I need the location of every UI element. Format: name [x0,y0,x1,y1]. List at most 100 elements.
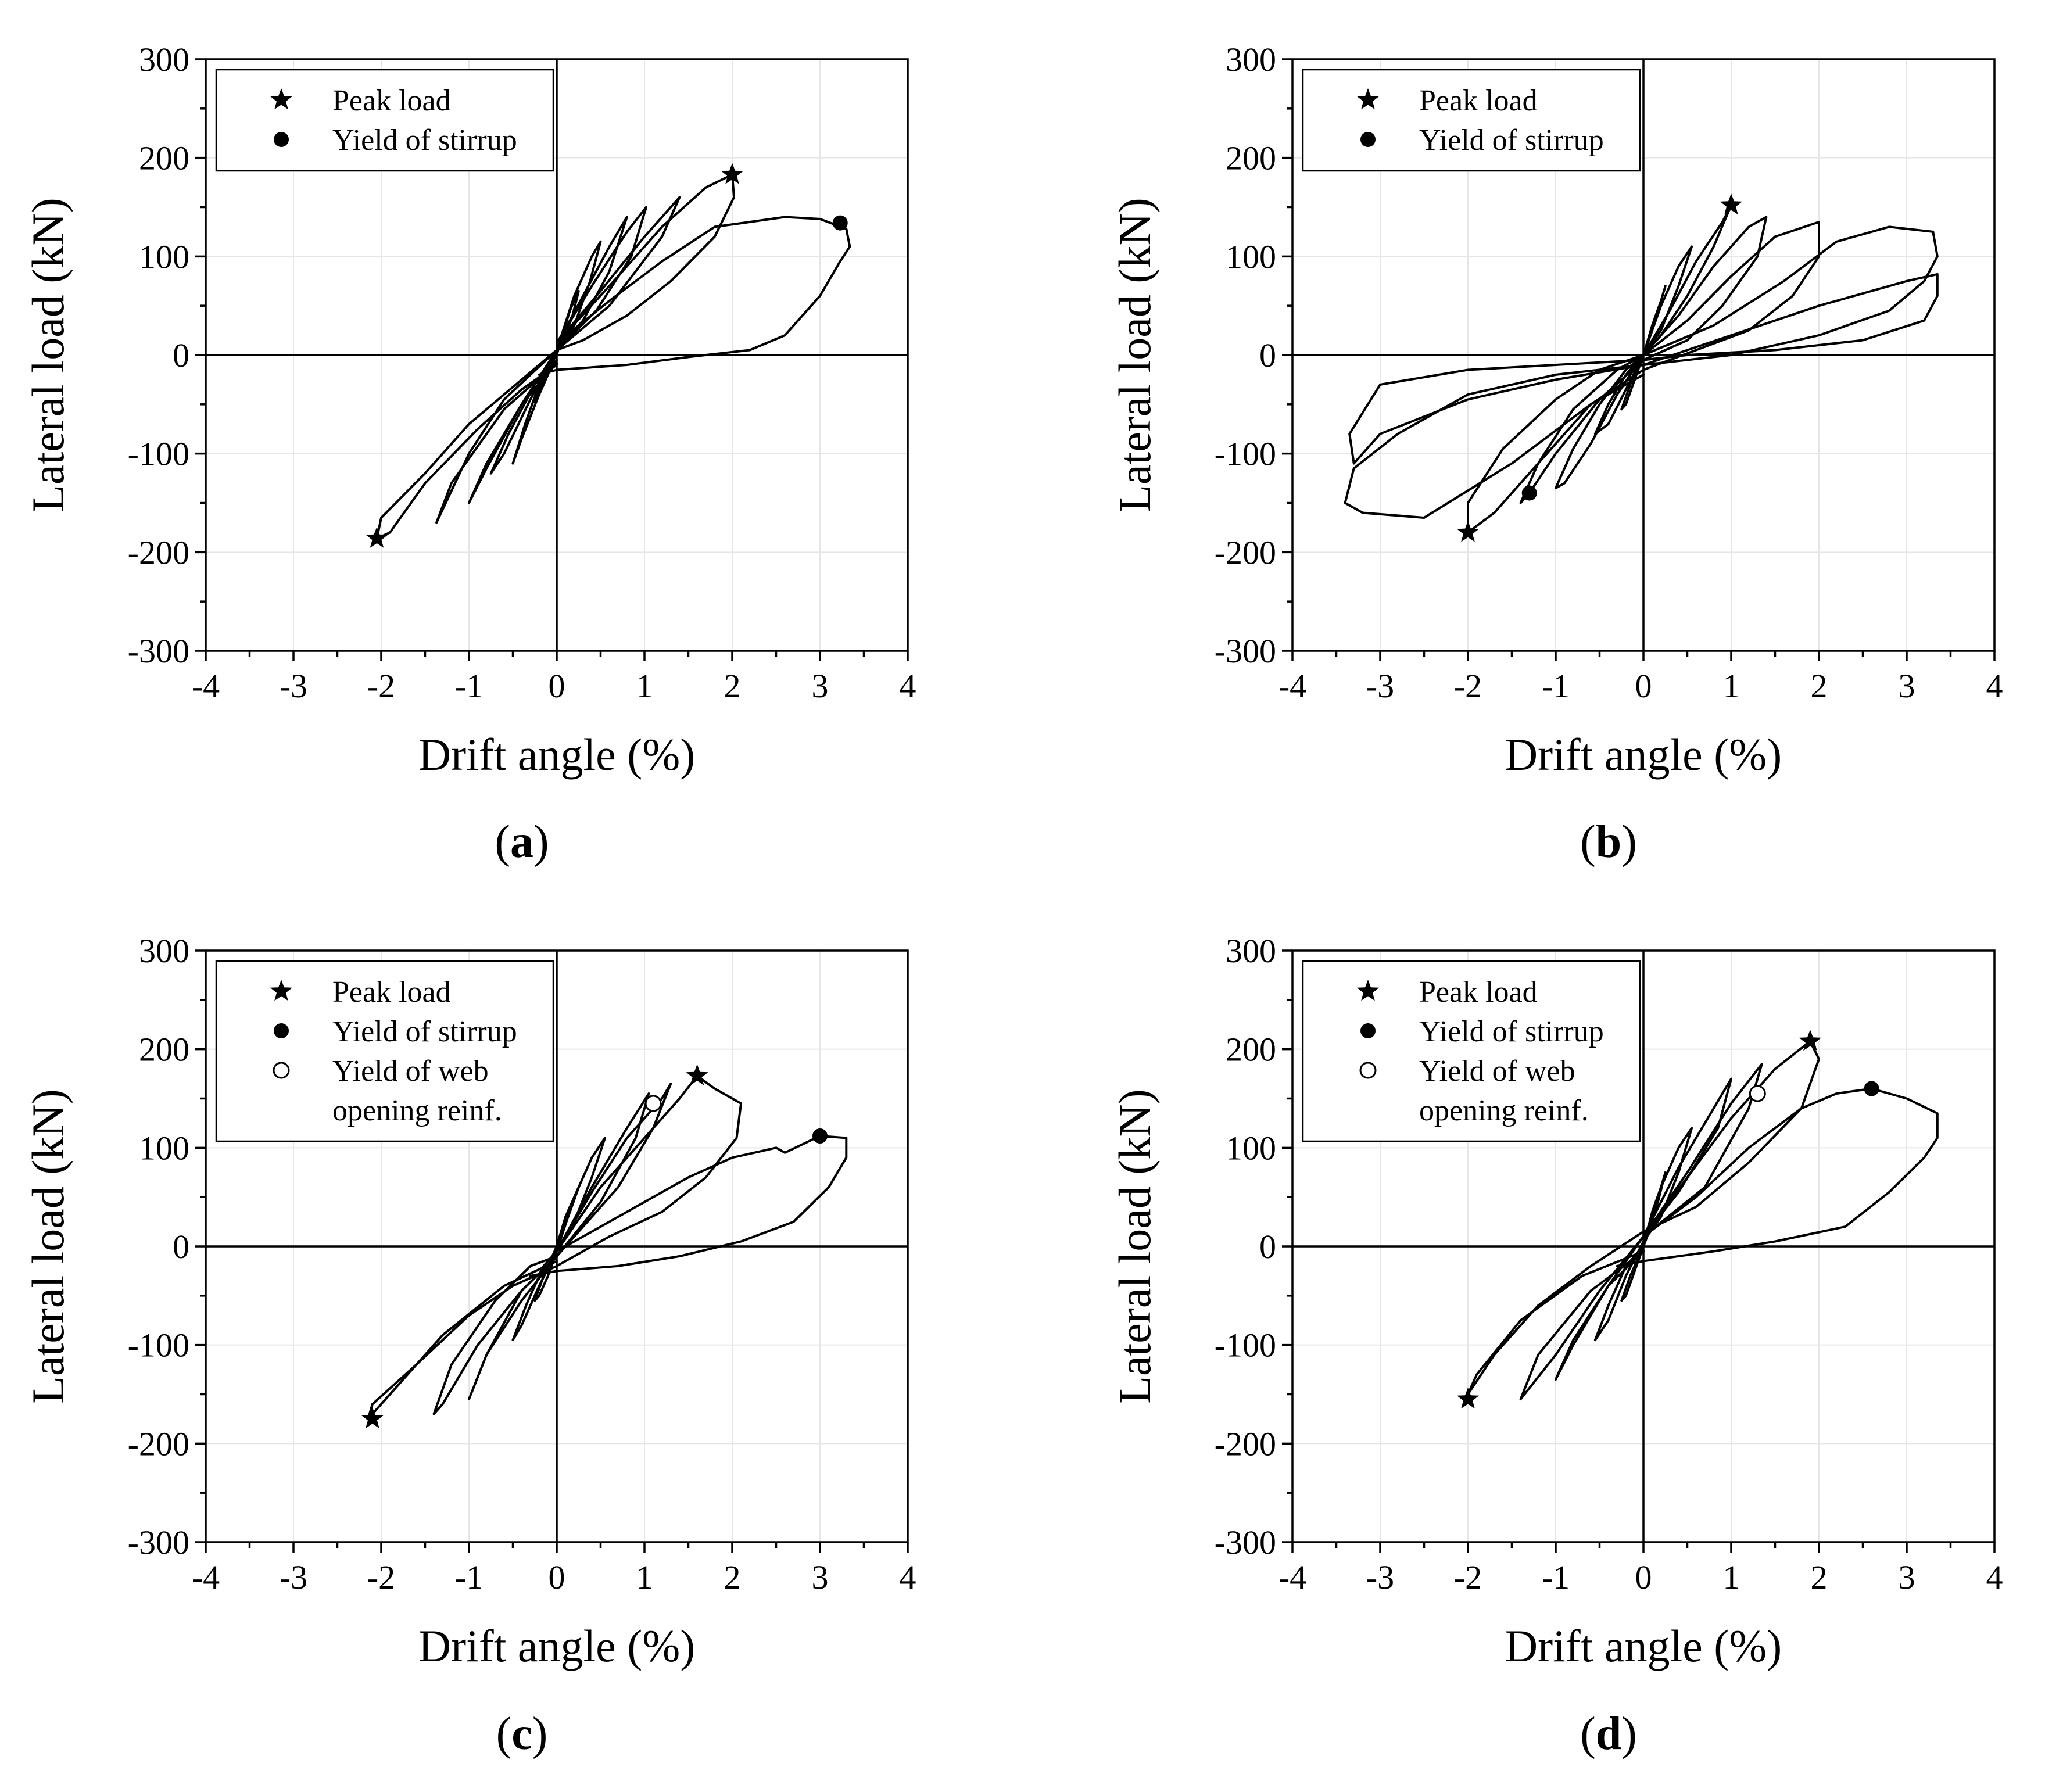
x-tick-label: 0 [1635,1558,1652,1596]
web-reinf-yield-marker [1749,1085,1766,1102]
series-line [1593,1127,1693,1342]
y-tick-label: -100 [1215,435,1276,473]
legend-label: Yield of stirrup [1419,1015,1604,1048]
y-tick-label: -100 [128,1327,189,1364]
peak-load-marker [366,526,388,548]
legend-label: Peak load [1419,84,1538,117]
x-tick-label: -2 [1454,1558,1482,1596]
y-tick-label: 300 [1226,41,1276,78]
legend-label: Peak load [1419,976,1538,1009]
legend-symbol [1357,980,1379,1001]
peak-load-marker [1799,1030,1821,1051]
y-tick-label: -300 [1215,1524,1276,1561]
peak-load-marker [361,1407,384,1429]
y-tick-label: 100 [1226,238,1276,275]
peak-load-marker [721,163,743,184]
x-tick-label: 1 [1723,1558,1740,1596]
chart-panel-a: -4 -3 -2 -1 0 1 2 3 4 -300 -200 -100 0 100 200 300 Drift… [23,41,916,868]
x-tick-label: 2 [1811,667,1828,705]
plot-frame [1291,58,1996,652]
y-tick-label: 300 [1226,932,1276,970]
legend-symbol [274,1023,289,1038]
x-tick-label: 4 [1986,1558,2003,1596]
legend-label: Yield of web [1419,1055,1575,1088]
x-tick-label: -3 [280,1558,307,1596]
series-line [538,216,851,376]
legend-label: Yield of web [332,1055,489,1088]
y-tick-label: -200 [1215,533,1276,571]
chart-panel-d: -4 -3 -2 -1 0 1 2 3 4 -300 -200 -100 0 100 200 300 Drift… [1109,932,2003,1759]
legend-symbol [1360,132,1376,147]
stirrup-yield-marker [832,215,848,231]
legend-label: opening reinf. [1419,1094,1589,1127]
y-tick-label: 200 [139,139,189,177]
x-tick-label: 4 [900,667,916,705]
y-tick-label: 300 [139,932,189,970]
series-line [367,1074,743,1420]
x-tick-label: 2 [1811,1558,1828,1596]
legend-label: opening reinf. [332,1094,502,1127]
x-tick-label: -3 [280,667,307,705]
legend-symbol [273,1062,290,1079]
legend-symbol [1359,1062,1377,1079]
legend-box [215,960,554,1142]
x-axis-title: Drift angle (%) [1505,1621,1782,1671]
y-axis-title: Lateral load (kN) [1109,198,1160,512]
y-tick-label: 100 [1226,1129,1276,1167]
legend-box [215,69,554,172]
x-tick-label: 3 [1899,1558,1915,1596]
legend-symbol [274,132,289,147]
peak-load-marker [1457,521,1479,542]
series-line [1344,225,1939,519]
x-tick-label: -4 [1278,1558,1306,1596]
x-tick-label: -4 [192,1558,220,1596]
web-reinf-yield-marker [644,1095,662,1112]
x-axis-title: Drift angle (%) [418,729,695,780]
x-tick-label: -3 [1366,1558,1394,1596]
x-axis-title: Drift angle (%) [1505,729,1782,780]
y-axis-title: Lateral load (kN) [23,1089,73,1403]
chart-panel-b: -4 -3 -2 -1 0 1 2 3 4 -300 -200 -100 0 100 200 300 Drift… [1109,41,2003,868]
series-line [1616,1087,1939,1267]
panel-caption: (c) [496,1708,548,1759]
x-tick-label: -2 [367,1558,395,1596]
x-tick-label: 2 [724,667,741,705]
y-tick-label: -300 [1215,632,1276,670]
y-tick-label: -200 [1215,1425,1276,1463]
x-tick-label: 0 [549,1558,565,1596]
panel-caption: (d) [1580,1708,1637,1759]
plot-frame [205,949,909,1543]
plot-frame [1291,949,1996,1543]
plot-frame [205,58,909,652]
stirrup-yield-marker [1864,1081,1879,1096]
y-tick-label: 200 [1226,139,1276,177]
y-tick-label: 300 [139,41,189,78]
legend-label: Yield of stirrup [332,124,517,157]
x-tick-label: 1 [1723,667,1740,705]
y-tick-label: 0 [1259,1228,1276,1266]
legend-symbol [1357,88,1379,110]
x-tick-label: 0 [549,667,565,705]
legend-symbol [270,980,292,1001]
stirrup-yield-marker [812,1128,828,1144]
series-line [435,196,681,524]
y-tick-label: 0 [173,1228,189,1266]
x-tick-label: -1 [455,667,483,705]
x-tick-label: 4 [1986,667,2003,705]
legend-label: Peak load [332,84,451,117]
peak-load-marker [686,1064,708,1085]
x-tick-label: 3 [812,1558,829,1596]
y-axis-title: Lateral load (kN) [23,198,73,512]
series-line [1467,221,1820,534]
x-tick-label: 1 [636,1558,653,1596]
x-tick-label: -3 [1366,667,1394,705]
chart-panel-c: -4 -3 -2 -1 0 1 2 3 4 -300 -200 -100 0 100 200 300 Drift… [23,932,916,1759]
series-line [1348,273,1939,465]
x-tick-label: -2 [1454,667,1482,705]
series-line [1467,1040,1820,1396]
x-tick-label: -1 [1542,1558,1570,1596]
y-tick-label: 200 [139,1031,189,1069]
y-tick-label: 100 [139,238,189,275]
